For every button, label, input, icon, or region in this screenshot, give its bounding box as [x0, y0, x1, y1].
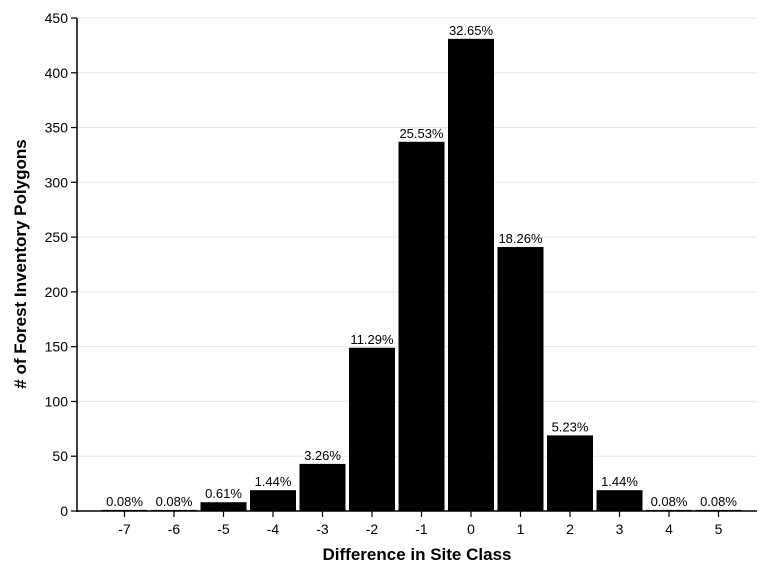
y-tick-label: 300 [45, 174, 69, 190]
x-tick-label: 2 [566, 521, 574, 537]
bars [101, 38, 742, 512]
data-label: 5.23% [552, 419, 589, 434]
y-tick-label: 450 [45, 10, 69, 26]
x-tick-label: -2 [366, 521, 379, 537]
data-label: 0.08% [106, 494, 143, 509]
bar [299, 463, 346, 511]
y-axis-title: # of Forest Inventory Polygons [11, 139, 30, 388]
bar [398, 141, 445, 511]
y-tick-label: 100 [45, 393, 69, 409]
data-label: 0.61% [205, 486, 242, 501]
axes [76, 18, 757, 512]
data-label: 1.44% [601, 474, 638, 489]
x-tick-label: 4 [665, 521, 673, 537]
y-tick-label: 250 [45, 229, 69, 245]
bar [547, 435, 593, 511]
x-tick-label: 3 [616, 521, 624, 537]
data-label: 18.26% [498, 231, 543, 246]
data-label: 0.08% [156, 494, 193, 509]
y-tick-label: 350 [45, 120, 69, 136]
x-tick-label: -5 [217, 521, 230, 537]
data-label: 0.08% [651, 494, 688, 509]
data-label: 25.53% [399, 126, 444, 141]
bar [349, 347, 395, 511]
x-tick-label: 5 [715, 521, 723, 537]
data-label: 32.65% [449, 23, 494, 38]
x-tick-label: -6 [168, 521, 181, 537]
x-tick-label: -7 [118, 521, 131, 537]
bar [200, 502, 247, 511]
x-tick-label: 1 [517, 521, 525, 537]
data-label: 11.29% [350, 332, 394, 347]
y-tick-label: 400 [45, 65, 69, 81]
x-axis-title: Difference in Site Class [323, 545, 512, 564]
bar [497, 246, 544, 511]
data-label: 1.44% [255, 474, 292, 489]
y-ticks: 0 50 100 150 200 250 300 350 400 450 [45, 10, 77, 519]
data-labels: 0.08% 0.08% 0.61% 1.44% 3.26% 11.29% 25.53% 32.… [106, 23, 737, 509]
bar [448, 38, 494, 512]
data-label: 0.08% [700, 494, 737, 509]
data-label: 3.26% [304, 448, 341, 463]
y-tick-label: 150 [45, 339, 69, 355]
x-tick-label: -3 [316, 521, 329, 537]
y-tick-label: 200 [45, 284, 69, 300]
x-tick-label: -1 [415, 521, 428, 537]
y-tick-label: 0 [60, 503, 68, 519]
x-tick-label: -4 [267, 521, 280, 537]
bar [596, 490, 643, 511]
x-tick-label: 0 [467, 521, 475, 537]
bar [250, 490, 296, 511]
x-ticks: -7 -6 -5 -4 -3 -2 -1 0 1 2 3 4 5 [118, 511, 723, 537]
y-tick-label: 50 [52, 448, 68, 464]
